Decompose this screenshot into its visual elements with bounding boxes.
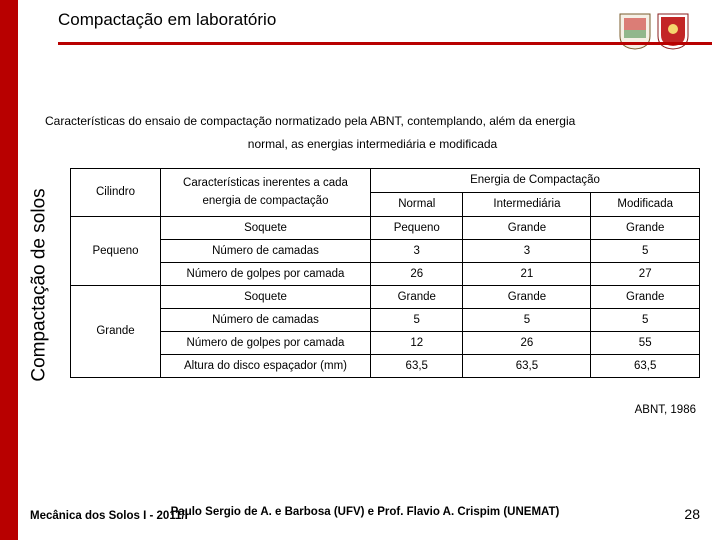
cell-value: 26 [371,262,463,285]
cell-value: 3 [371,239,463,262]
cell-param: Soquete [161,216,371,239]
page-number: 28 [684,506,700,522]
cell-value: 5 [371,308,463,331]
table-row: Número de golpes por camada 12 26 55 [71,331,700,354]
table-row: Número de camadas 3 3 5 [71,239,700,262]
cell-param: Soquete [161,285,371,308]
cell-param: Número de camadas [161,308,371,331]
cell-param: Número de golpes por camada [161,331,371,354]
cell-param: Altura do disco espaçador (mm) [161,354,371,377]
header: Compactação em laboratório [58,10,700,40]
cell-param: Número de camadas [161,239,371,262]
cell-value: 63,5 [591,354,700,377]
footer: Mecânica dos Solos I - 2011/I Paulo Serg… [30,506,700,522]
cell-value: Grande [463,216,591,239]
intro-text: Características do ensaio de compactação… [45,110,700,156]
cell-value: 21 [463,262,591,285]
cell-value: 5 [463,308,591,331]
th-intermediaria: Intermediária [463,192,591,216]
table-row: Grande Soquete Grande Grande Grande [71,285,700,308]
source-citation: ABNT, 1986 [635,404,696,416]
table-row: Altura do disco espaçador (mm) 63,5 63,5… [71,354,700,377]
th-modificada: Modificada [591,192,700,216]
table-row: Número de camadas 5 5 5 [71,308,700,331]
th-normal: Normal [371,192,463,216]
cell-value: 12 [371,331,463,354]
cell-value: 27 [591,262,700,285]
cell-value: 26 [463,331,591,354]
cell-value: 5 [591,308,700,331]
cell-value: Pequeno [371,216,463,239]
cell-value: Grande [591,285,700,308]
accent-left-bar [0,0,18,540]
side-label-wrap: Compactação de solos [20,155,60,415]
th-energia: Energia de Compactação [371,169,700,193]
footer-center: Paulo Sergio de A. e Barbosa (UFV) e Pro… [30,506,700,518]
cell-cilindro-grande: Grande [71,285,161,377]
cell-param: Número de golpes por camada [161,262,371,285]
intro-line-1: Características do ensaio de compactação… [45,110,700,133]
page-title: Compactação em laboratório [58,10,700,30]
th-caracteristicas: Características inerentes a cada energia… [161,169,371,217]
th-caract-l2: energia de compactação [165,192,366,210]
cell-value: Grande [591,216,700,239]
cell-value: Grande [371,285,463,308]
intro-line-2: normal, as energias intermediária e modi… [45,133,700,156]
compaction-table: Cilindro Características inerentes a cad… [70,168,700,378]
cell-value: 5 [591,239,700,262]
th-caract-l1: Características inerentes a cada [165,174,366,192]
cell-cilindro-pequeno: Pequeno [71,216,161,285]
table-row: Número de golpes por camada 26 21 27 [71,262,700,285]
cell-value: 63,5 [463,354,591,377]
cell-value: 55 [591,331,700,354]
cell-value: 63,5 [371,354,463,377]
cell-value: Grande [463,285,591,308]
th-cilindro: Cilindro [71,169,161,217]
header-divider [58,42,712,45]
table-row: Pequeno Soquete Pequeno Grande Grande [71,216,700,239]
cell-value: 3 [463,239,591,262]
side-label: Compactação de solos [29,188,51,381]
